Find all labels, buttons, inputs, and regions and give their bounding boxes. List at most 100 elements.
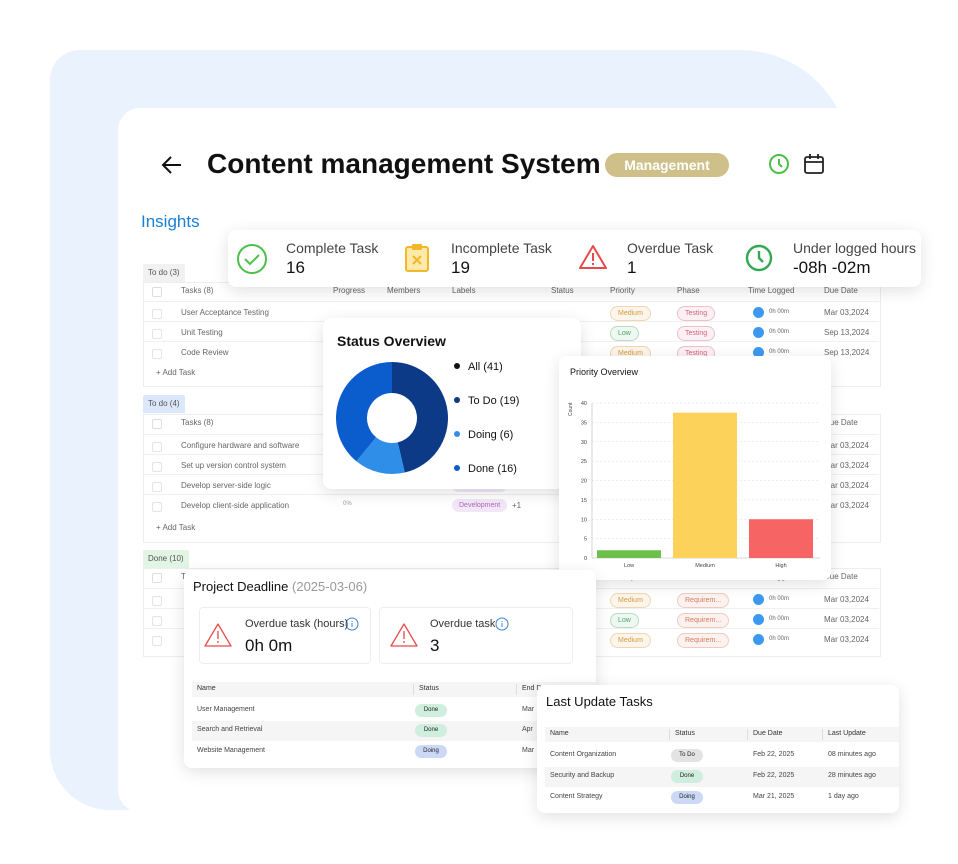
kpi-value: 1 [627, 258, 637, 277]
column-header: Due Date [824, 286, 858, 295]
title-text: Project Deadline [193, 579, 289, 594]
column-header: Name [197, 685, 216, 692]
project-deadline-card: Project Deadline (2025-03-06) Overdue ta… [184, 570, 596, 768]
row-line [143, 494, 879, 495]
column-header: Labels [452, 286, 476, 295]
bar [673, 412, 737, 558]
due-date: Mar 03,2024 [824, 615, 869, 624]
table-header-row [545, 727, 899, 742]
back-arrow[interactable] [160, 154, 184, 176]
clock-icon[interactable] [768, 153, 790, 175]
priority-pill: Medium [610, 633, 651, 648]
phase-pill: Requirem... [677, 593, 730, 608]
time-logged: 0h 00m [769, 616, 790, 622]
task-name: Develop client-side application [181, 501, 290, 510]
column-header: Time Logged [748, 286, 795, 295]
y-tick-label: 5 [584, 537, 587, 543]
status-overview-card: Status Overview All (41) To Do (19) Doing … [323, 318, 581, 489]
table-cell: Feb 22, 2025 [753, 772, 795, 779]
legend-dot [454, 431, 460, 437]
bar-chart: 0 5 10 15 20 25 30 35 40 Count Low Medium High [568, 401, 820, 569]
due-date: Sep 13,2024 [824, 348, 870, 357]
column-divider [747, 729, 748, 740]
task-name: User Acceptance Testing [181, 308, 269, 317]
legend-label: To Do (19) [468, 395, 519, 407]
legend-label: All (41) [468, 361, 503, 373]
donut-segment [336, 362, 392, 462]
legend-label: Doing (6) [468, 429, 513, 441]
row-stripe [192, 721, 596, 741]
deadline-date: (2025-03-06) [292, 579, 368, 594]
complete-icon [237, 244, 267, 274]
column-header: Name [550, 730, 569, 737]
due-date: Sep 13,2024 [824, 328, 870, 337]
overdue-icon [579, 245, 607, 269]
checkbox [152, 462, 162, 472]
timer-icon [753, 327, 764, 338]
info-icon[interactable] [345, 617, 359, 631]
bar [749, 519, 813, 558]
tag: Management [605, 153, 729, 177]
y-tick-label: 20 [581, 479, 587, 485]
time-logged: 0h 00m [769, 309, 790, 315]
due-date: Mar 03,2024 [824, 441, 869, 450]
table-cell: Mar [522, 706, 535, 713]
timer-icon [753, 634, 764, 645]
task-name: Code Review [181, 348, 229, 357]
table-cell: Search and Retrieval [197, 726, 263, 733]
column-divider [413, 684, 414, 695]
card-title: Project Deadline (2025-03-06) [193, 579, 367, 594]
add-task: + Add Task [156, 368, 196, 377]
insights-label[interactable]: Insights [141, 212, 200, 231]
status-pill: Done [415, 724, 447, 737]
last-update-card: Last Update Tasks Name Status Due Date Last… [537, 685, 899, 813]
kpi-value: 19 [451, 258, 470, 277]
row-line [143, 301, 879, 302]
group-label: Done (10) [143, 550, 189, 568]
calendar-icon[interactable] [803, 153, 825, 175]
group-label: To do (3) [143, 264, 185, 282]
phase-pill: Requirem... [677, 633, 730, 648]
timer-icon [753, 307, 764, 318]
status-pill: Done [671, 770, 703, 783]
time-logged: 0h 00m [769, 636, 790, 642]
checkbox [152, 419, 162, 429]
table-cell: Apr [522, 726, 533, 733]
checkbox [152, 502, 162, 512]
phase-pill: Testing [677, 306, 716, 321]
status-pill: Doing [415, 745, 447, 758]
table-cell: Content Strategy [550, 793, 603, 800]
priority-pill: Medium [610, 593, 651, 608]
column-divider [516, 684, 517, 695]
column-header: Priority [610, 286, 635, 295]
column-header: Last Update [828, 730, 866, 737]
kpi-value: -08h -02m [793, 258, 871, 277]
row-stripe [545, 767, 899, 787]
table-cell: 28 minutes ago [828, 772, 876, 779]
checkbox [152, 349, 162, 359]
y-tick-label: 25 [581, 459, 587, 465]
label-extra: +1 [512, 501, 522, 510]
task-name: Set up version control system [181, 461, 286, 470]
kpi-label: Under logged hours [793, 240, 916, 256]
due-date: Mar 03,2024 [824, 501, 869, 510]
kpi-label: Incomplete Task [451, 240, 552, 256]
warning-icon [390, 623, 418, 647]
task-name: Unit Testing [181, 328, 223, 337]
time-logged: 0h 00m [769, 596, 790, 602]
checkbox [152, 573, 162, 583]
column-header: Status [419, 685, 439, 692]
y-tick-label: 35 [581, 420, 587, 426]
priority-pill: Low [610, 613, 639, 628]
legend-dot [454, 363, 460, 369]
kpi-bar: Complete Task 16 Incomplete Task 19 Overdue … [228, 230, 921, 287]
table-cell: Feb 22, 2025 [753, 751, 795, 758]
donut-segment [356, 437, 405, 474]
checkbox [152, 616, 162, 626]
kpi-value: 16 [286, 258, 305, 277]
y-tick-label: 10 [581, 517, 587, 523]
phase-pill: Requirem... [677, 613, 730, 628]
info-icon[interactable] [495, 617, 509, 631]
page-title: Content management System [207, 148, 601, 179]
column-header: Due Date [753, 730, 783, 737]
